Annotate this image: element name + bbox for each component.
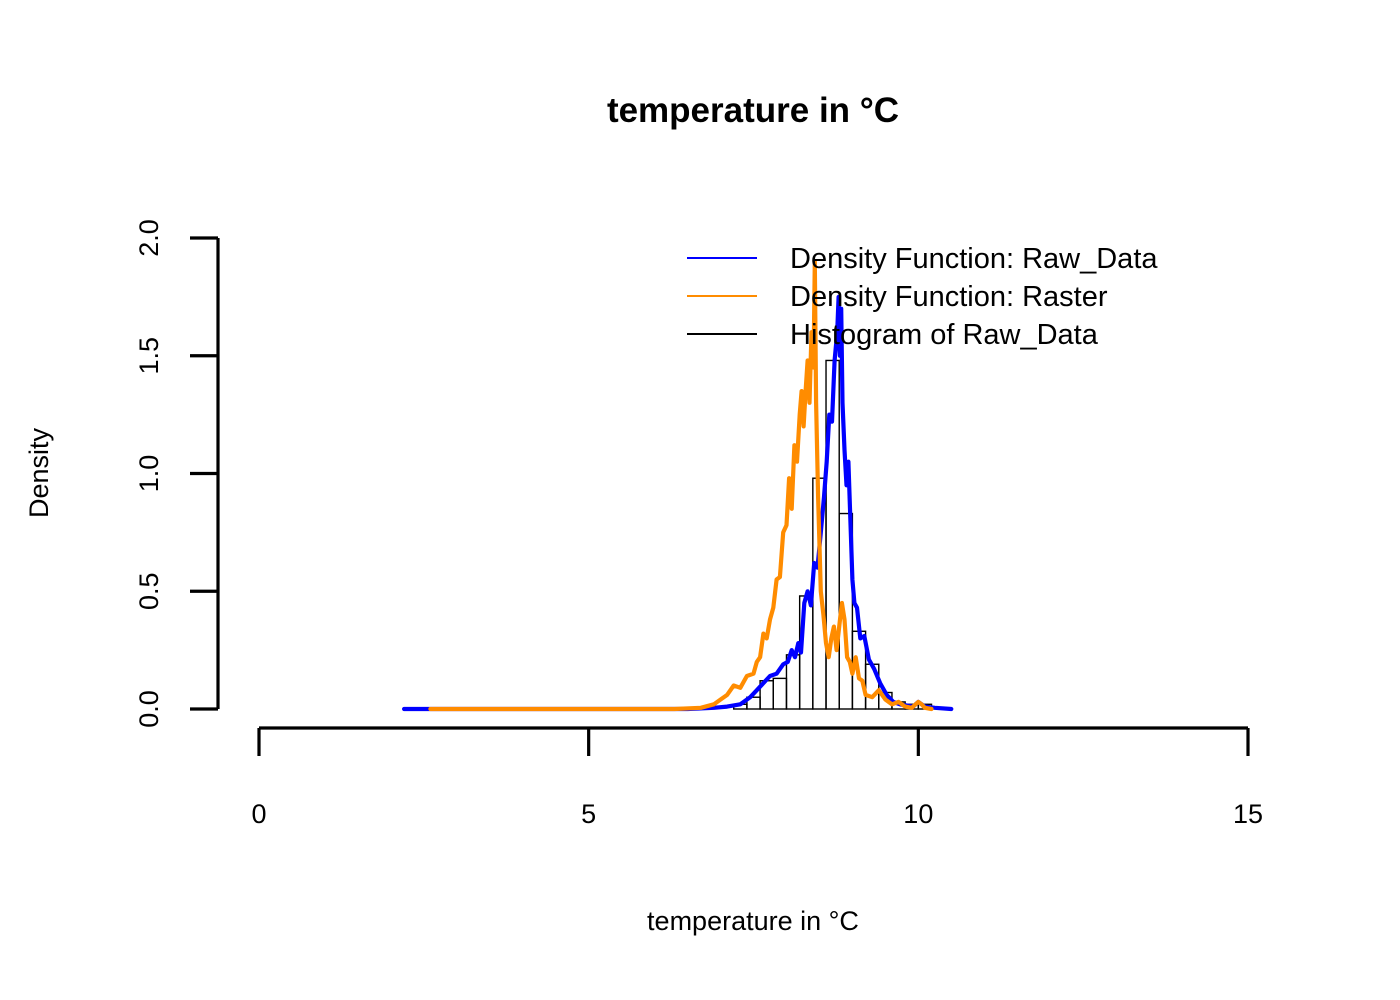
density-function-raw-data-line xyxy=(402,294,954,712)
legend-label: Density Function: Raw_Data xyxy=(790,243,1158,275)
x-tick-label: 15 xyxy=(1233,799,1263,829)
legend-entry: Density Function: Raw_Data xyxy=(687,243,1158,275)
legend-label: Histogram of Raw_Data xyxy=(790,319,1099,351)
y-axis: 0.0 0.5 1.0 1.5 2.0 xyxy=(134,219,220,728)
y-tick-label: 1.5 xyxy=(134,337,164,375)
x-axis: 0 5 10 15 xyxy=(251,726,1263,829)
x-tick-label: 5 xyxy=(581,799,596,829)
legend-entry: Density Function: Raster xyxy=(687,281,1108,313)
legend-label: Density Function: Raster xyxy=(790,281,1108,313)
y-axis-label: Density xyxy=(24,427,54,518)
histogram-bar xyxy=(772,677,788,710)
y-tick-label: 0.0 xyxy=(134,690,164,728)
x-tick-label: 0 xyxy=(251,799,266,829)
y-tick-label: 1.0 xyxy=(134,455,164,493)
legend: Density Function: Raw_Data Density Functi… xyxy=(687,243,1158,351)
chart-title: temperature in °C xyxy=(607,91,899,130)
legend-entry: Histogram of Raw_Data xyxy=(687,319,1099,351)
x-axis-label: temperature in °C xyxy=(647,906,859,936)
density-curves xyxy=(402,259,954,712)
y-tick-label: 2.0 xyxy=(134,219,164,257)
x-tick-label: 10 xyxy=(903,799,933,829)
density-function-raster-line xyxy=(428,259,934,712)
y-tick-label: 0.5 xyxy=(134,572,164,610)
